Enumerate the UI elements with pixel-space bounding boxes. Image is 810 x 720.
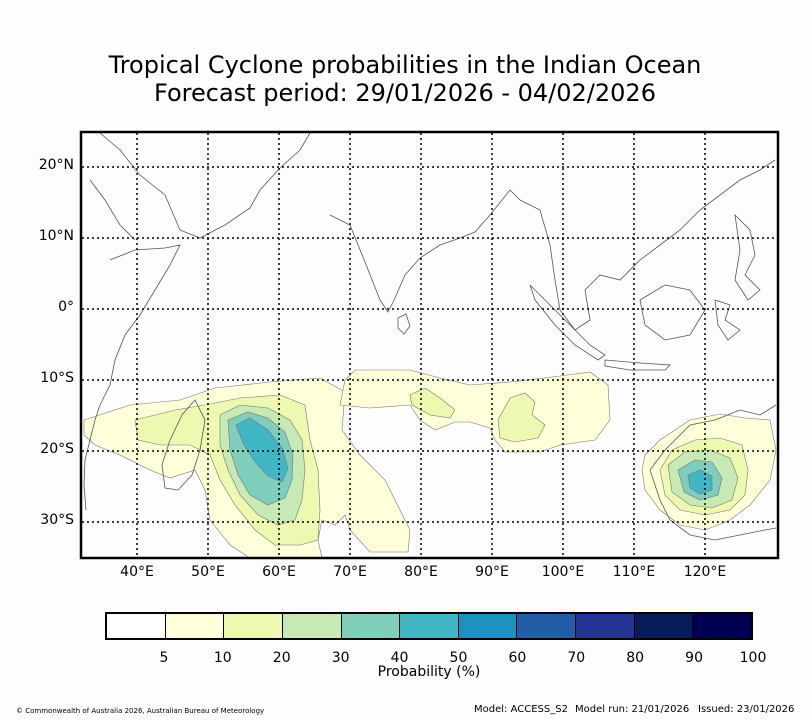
chart-title-line1: Tropical Cyclone probabilities in the In… bbox=[108, 51, 702, 79]
colorbar-tick-label: 50 bbox=[449, 650, 468, 666]
lon-label-40e: 40°E bbox=[120, 564, 154, 580]
colorbar-tick-label: 90 bbox=[685, 650, 703, 666]
map-frame bbox=[79, 130, 780, 560]
colorbar bbox=[105, 612, 753, 640]
prob-region-40-east bbox=[687, 469, 713, 495]
coast-india bbox=[329, 189, 521, 313]
coast-sulawesi bbox=[714, 299, 741, 341]
probability-contours bbox=[83, 369, 777, 559]
colorbar-cell bbox=[693, 614, 752, 638]
coastlines bbox=[83, 132, 777, 541]
colorbar-cell bbox=[400, 614, 459, 638]
colorbar-tick-label: 10 bbox=[213, 650, 232, 666]
colorbar-cell bbox=[576, 614, 635, 638]
copyright-notice: © Commonwealth of Australia 2026, Austra… bbox=[16, 707, 265, 715]
colorbar-tick-label: 80 bbox=[626, 650, 645, 666]
colorbar-cell bbox=[517, 614, 577, 638]
colorbar-tick-label: 5 bbox=[159, 650, 169, 666]
coast-arabia bbox=[99, 132, 311, 239]
lon-label-60e: 60°E bbox=[262, 564, 296, 580]
coast-sri-lanka bbox=[397, 313, 411, 335]
lon-label-110e: 110°E bbox=[612, 564, 656, 580]
coast-australia bbox=[649, 404, 777, 541]
colorbar-label: Probability (%) bbox=[377, 664, 481, 680]
prob-region-5-central bbox=[339, 369, 611, 453]
colorbar-cell bbox=[107, 614, 166, 638]
prob-region-10-central-b bbox=[497, 392, 546, 443]
lat-label-20n: 20°N bbox=[38, 157, 74, 173]
prob-region-10-central-a bbox=[409, 387, 456, 419]
lat-label-10n: 10°N bbox=[38, 228, 74, 244]
issued-date: Issued: 23/01/2026 bbox=[698, 704, 795, 715]
lon-label-90e: 90°E bbox=[475, 564, 509, 580]
coast-java bbox=[604, 359, 671, 371]
colorbar-tick-label: 70 bbox=[567, 650, 586, 666]
lat-label-20s: 20°S bbox=[40, 441, 74, 457]
colorbar-cell bbox=[458, 614, 518, 638]
coast-red-sea bbox=[89, 179, 136, 241]
colorbar-cell bbox=[341, 614, 401, 638]
coast-madagascar bbox=[161, 399, 206, 491]
prob-region-40-west bbox=[235, 417, 289, 483]
lat-label-0: 0° bbox=[58, 299, 74, 315]
colorbar-tick-label: 100 bbox=[739, 650, 767, 666]
model-name: Model: ACCESS_S2 bbox=[474, 704, 568, 715]
coast-africa-east bbox=[83, 244, 181, 511]
colorbar-tick-label: 60 bbox=[508, 650, 527, 666]
chart-title-line2: Forecast period: 29/01/2026 - 04/02/2026 bbox=[154, 79, 656, 107]
lon-label-80e: 80°E bbox=[404, 564, 438, 580]
lon-label-120e: 120°E bbox=[683, 564, 727, 580]
coast-borneo bbox=[639, 284, 706, 341]
coast-philippines bbox=[734, 213, 761, 301]
colorbar-cell bbox=[165, 614, 225, 638]
colorbar-tick-label: 40 bbox=[390, 650, 409, 666]
lon-label-50e: 50°E bbox=[191, 564, 225, 580]
lat-label-30s: 30°S bbox=[40, 512, 74, 528]
colorbar-cell bbox=[282, 614, 342, 638]
colorbar-tick-label: 20 bbox=[272, 650, 291, 666]
lat-label-10s: 10°S bbox=[40, 370, 74, 386]
graticule bbox=[82, 133, 778, 558]
lon-label-100e: 100°E bbox=[541, 564, 585, 580]
lon-label-70e: 70°E bbox=[333, 564, 367, 580]
colorbar-cell bbox=[224, 614, 283, 638]
model-run: Model run: 21/01/2026 bbox=[575, 704, 690, 715]
colorbar-cell bbox=[634, 614, 694, 638]
coast-se-asia bbox=[519, 159, 776, 331]
colorbar-tick-label: 30 bbox=[331, 650, 350, 666]
coast-sumatra bbox=[529, 284, 606, 361]
